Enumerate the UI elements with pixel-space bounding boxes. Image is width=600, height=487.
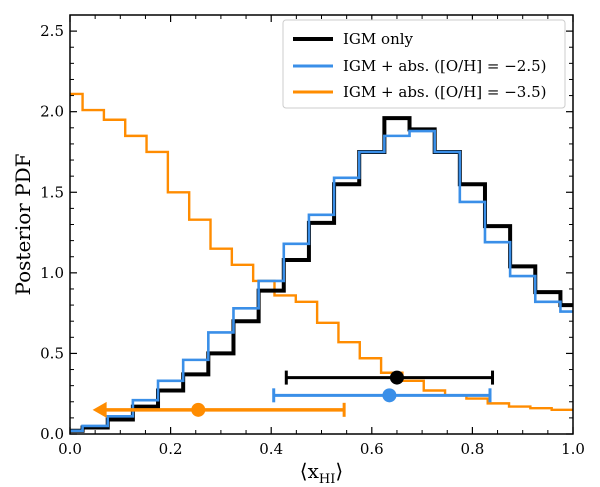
legend-box [282, 19, 566, 109]
y-tick-label: 2.0 [40, 103, 64, 121]
x-tick-label: 0.0 [58, 440, 82, 458]
x-axis-title-subscript: HI [319, 472, 335, 487]
series-layer [70, 92, 573, 433]
series-igm-only-step-line [70, 116, 573, 433]
x-tick-label: 0.6 [360, 440, 384, 458]
x-tick-label: 0.2 [159, 440, 183, 458]
legend: IGM only IGM + abs. ([O/H] = −2.5) IGM +… [282, 19, 566, 109]
legend-label-igm-abs-3-5: IGM + abs. ([O/H] = −3.5) [343, 83, 547, 101]
series-igm-abs-3-5-step-line [70, 92, 573, 412]
series-igm-only-median-point [389, 370, 404, 385]
y-tick-label: 1.0 [40, 264, 64, 282]
y-tick-label: 0.5 [40, 344, 64, 362]
plot-frame [69, 14, 574, 435]
series-igm-abs-3-5-median-point [191, 402, 206, 417]
y-tick-label: 2.5 [40, 22, 64, 40]
series-igm-abs-2-5-step-line [70, 129, 573, 433]
x-axis-title: ⟨xHI⟩ [300, 459, 343, 487]
x-tick-label: 0.8 [460, 440, 484, 458]
series-igm-abs-2-5-median-point [382, 388, 397, 403]
x-axis-title-main: ⟨x [300, 459, 320, 483]
legend-label-igm-abs-2-5: IGM + abs. ([O/H] = −2.5) [343, 57, 547, 75]
y-tick-label: 1.5 [40, 183, 64, 201]
y-axis-title: Posterior PDF [11, 153, 35, 295]
errorbar-layer [92, 370, 495, 418]
series-igm-abs-3-5-upper-limit-arrow [92, 401, 107, 418]
x-axis-title-close: ⟩ [335, 459, 343, 483]
tick-layer: 0.0 0.2 0.4 0.6 0.8 1.0 0.0 0.5 1.0 1.5 2.0 2.5 [40, 15, 585, 458]
x-tick-label: 1.0 [561, 440, 585, 458]
legend-label-igm-only: IGM only [343, 30, 414, 48]
y-tick-label: 0.0 [40, 425, 64, 443]
x-tick-label: 0.4 [259, 440, 283, 458]
